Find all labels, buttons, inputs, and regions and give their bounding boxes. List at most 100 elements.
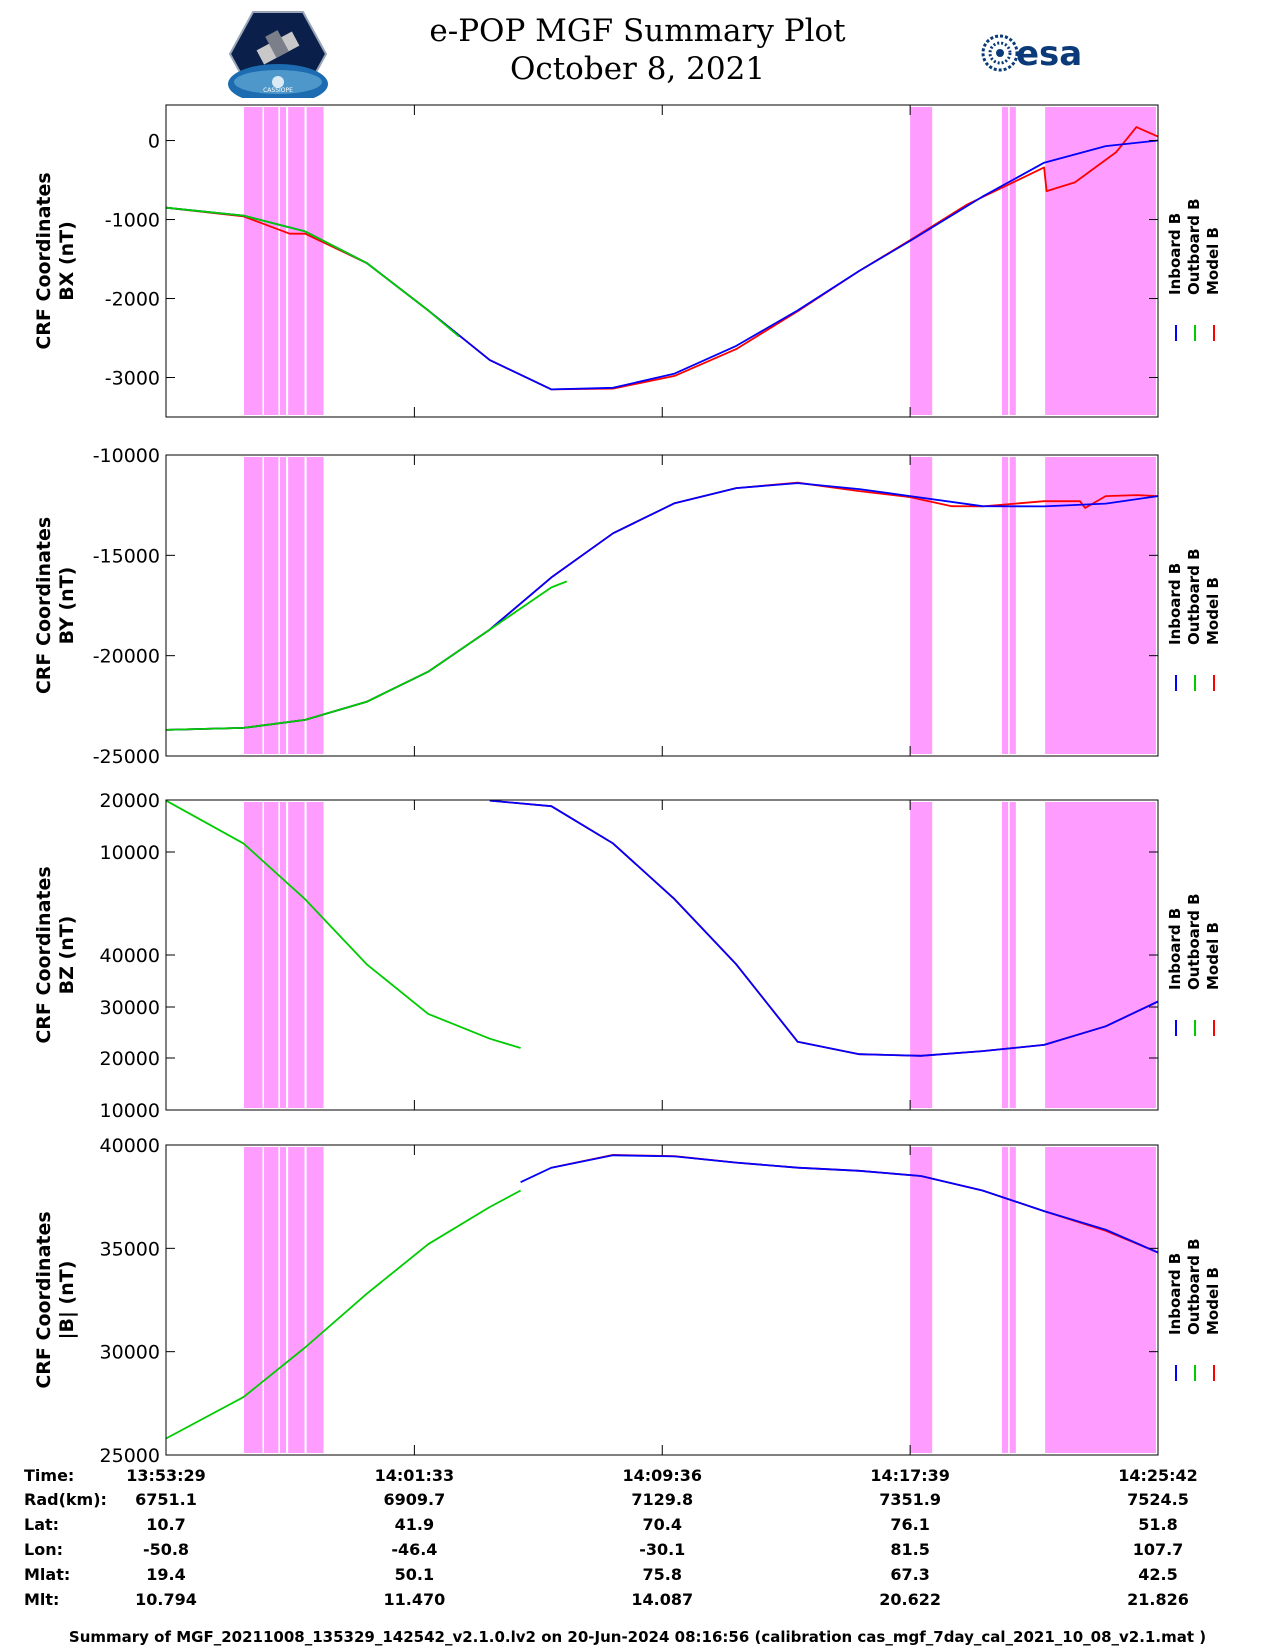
cassiope-logo: CASSIOPE [228, 11, 328, 98]
highlight-band [1001, 802, 1009, 1108]
highlight-band [1001, 1147, 1009, 1453]
y-axis-label-line1: CRF Coordinates [33, 866, 55, 1043]
file-summary-line: Summary of MGF_20211008_135329_142542_v2… [68, 1628, 1207, 1646]
y-tick-label: 10000 [100, 842, 160, 864]
footer-cell: 6909.7 [383, 1490, 446, 1509]
highlight-band [1001, 457, 1009, 754]
highlight-band [264, 1147, 279, 1453]
y-tick-label: 35000 [100, 1238, 160, 1260]
legend-label: Outboard B [1185, 893, 1203, 990]
series-line-inboard-b [520, 1154, 1159, 1254]
legend-label: Outboard B [1185, 548, 1203, 645]
footer-cell: 14.087 [631, 1590, 694, 1609]
orbit-info-table: Time: Rad(km): Lat: Lon: Mlat: Mlt: 13:53:29 67… [0, 1466, 1275, 1616]
highlight-band [264, 457, 279, 754]
y-tick-label: 30000 [100, 997, 160, 1019]
highlight-band [1009, 107, 1016, 415]
svg-text:esa: esa [1016, 34, 1082, 74]
y-tick-label: -3000 [105, 368, 160, 390]
series-line-model-b [165, 126, 1159, 391]
title-line-2: October 8, 2021 [509, 51, 766, 87]
footer-cell: 14:01:33 [374, 1466, 455, 1485]
footer-cell: 41.9 [394, 1515, 435, 1534]
y-tick-label: 30000 [100, 1342, 160, 1364]
highlight-band [279, 457, 287, 754]
y-axis-label-line1: CRF Coordinates [33, 517, 55, 694]
highlight-band [306, 457, 324, 754]
y-axis-label-line2: |B| (nT) [56, 1261, 78, 1340]
footer-cell: -50.8 [142, 1540, 190, 1559]
highlight-band [244, 802, 263, 1108]
legend: Inboard B Outboard B Model B [1166, 1238, 1222, 1381]
footer-cell: 10.794 [135, 1590, 197, 1609]
footer-cell: 14:09:36 [622, 1466, 703, 1485]
highlight-band [1009, 457, 1016, 754]
legend-label: Model B [1204, 227, 1222, 295]
footer-cell: 14:17:39 [870, 1466, 950, 1485]
footer-row-label: Mlt: [24, 1590, 60, 1609]
series-line-outboard-b [165, 799, 521, 1049]
panel-4: 40000 35000 30000 25000 CRF Coordinates|B| (… [33, 1135, 1222, 1466]
y-tick-label: 0 [148, 131, 160, 153]
highlight-band [288, 802, 305, 1108]
footer-row-label: Mlat: [24, 1565, 71, 1584]
y-tick-label: 20000 [100, 1048, 160, 1070]
footer-cell: 51.8 [1138, 1515, 1178, 1534]
highlight-band [306, 107, 324, 415]
highlight-band [264, 107, 279, 415]
highlight-band [910, 1147, 933, 1453]
highlight-band [244, 1147, 263, 1453]
y-tick-label: 20000 [100, 790, 160, 812]
highlight-band [1045, 107, 1156, 415]
highlight-band [1001, 107, 1009, 415]
legend-label: Model B [1204, 1267, 1222, 1335]
legend: Inboard B Outboard B Model B [1166, 198, 1222, 341]
footer-cell: 75.8 [642, 1565, 682, 1584]
highlight-band [244, 457, 263, 754]
footer-cell: 14:25:42 [1118, 1466, 1198, 1485]
title-line-1: e-POP MGF Summary Plot [429, 13, 846, 49]
highlight-band [306, 1147, 324, 1453]
footer-cell: 20.622 [879, 1590, 941, 1609]
highlight-band [279, 802, 287, 1108]
highlight-band [279, 107, 287, 415]
panel-2: -10000 -15000 -20000 -25000 CRF CoordinatesB… [33, 445, 1222, 768]
page-title: e-POP MGF Summary Plot October 8, 2021 [0, 12, 1275, 88]
highlight-band [288, 457, 305, 754]
footer-cell: 10.7 [146, 1515, 186, 1534]
y-tick-label: -20000 [93, 646, 160, 668]
legend-label: Inboard B [1166, 563, 1184, 645]
highlight-band [1009, 1147, 1016, 1453]
legend-label: Outboard B [1185, 198, 1203, 295]
footer-cell: 19.4 [146, 1565, 186, 1584]
footer-row-label: Time: [24, 1466, 75, 1485]
footer-cell: -46.4 [391, 1540, 438, 1559]
legend-label: Outboard B [1185, 1238, 1203, 1335]
y-tick-label: 10000 [100, 1100, 160, 1122]
highlight-band [910, 802, 933, 1108]
series-line-inboard-b [489, 799, 1159, 1057]
series-line-outboard-b [165, 580, 568, 731]
footer-cell: 50.1 [394, 1565, 435, 1584]
highlight-band [910, 107, 933, 415]
legend-label: Inboard B [1166, 908, 1184, 990]
y-axis-label-line2: BX (nT) [56, 221, 78, 301]
footer-cell: 11.470 [383, 1590, 446, 1609]
highlight-band [1045, 1147, 1156, 1453]
footer-cell: 42.5 [1138, 1565, 1178, 1584]
y-axis-label: CRF Coordinates|B| (nT) [33, 1211, 78, 1388]
legend-label: Inboard B [1166, 1253, 1184, 1335]
footer-cell: 7129.8 [631, 1490, 694, 1509]
footer-row-label: Lon: [24, 1540, 63, 1559]
footer-cell: 67.3 [890, 1565, 930, 1584]
series-line-outboard-b [165, 1189, 522, 1440]
highlight-band [1045, 457, 1156, 754]
legend-label: Inboard B [1166, 213, 1184, 295]
y-axis-label-line1: CRF Coordinates [33, 1211, 55, 1388]
highlight-band [279, 1147, 287, 1453]
footer-cell: 107.7 [1132, 1540, 1184, 1559]
y-tick-label: -10000 [93, 445, 160, 467]
highlight-band [288, 1147, 305, 1453]
legend-label: Model B [1204, 577, 1222, 645]
